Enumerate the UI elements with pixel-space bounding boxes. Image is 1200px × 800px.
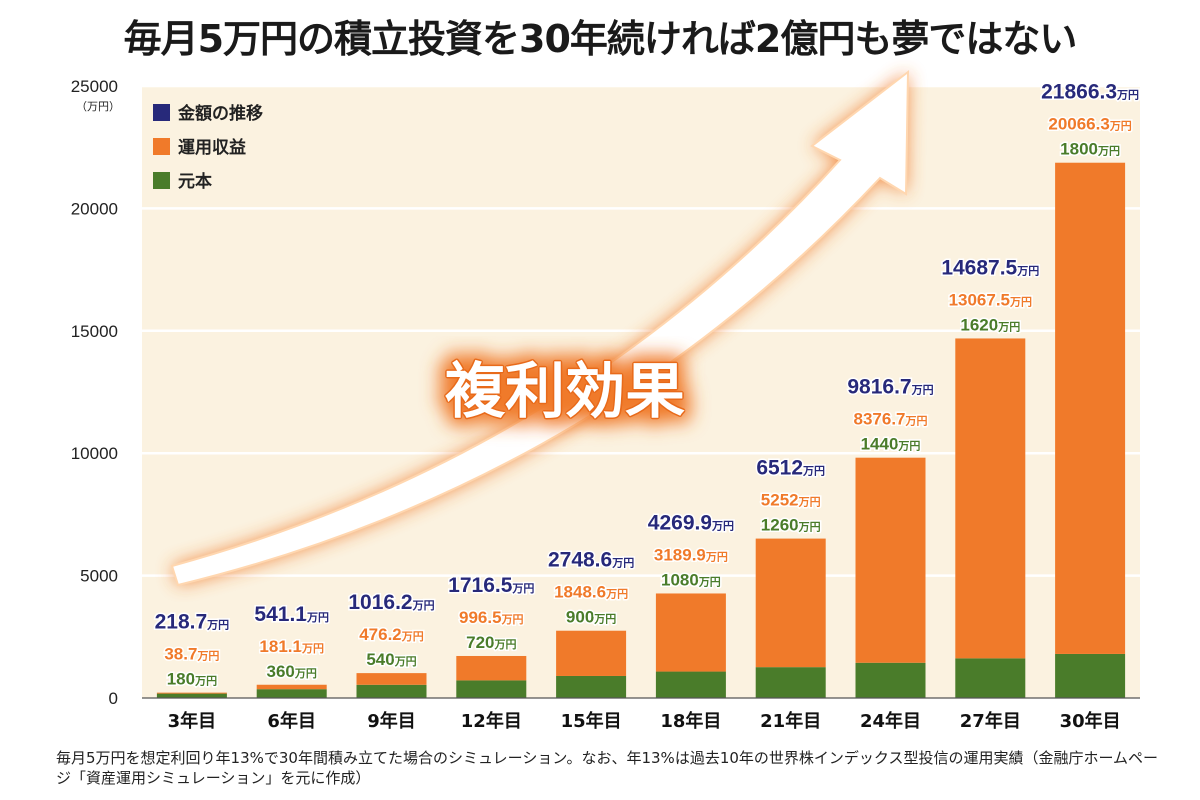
data-label: 1716.5万円 [448,574,534,597]
legend-swatch [153,138,170,155]
data-label: 20066.3万円 [1048,115,1131,134]
data-label: 13067.5万円 [949,290,1032,309]
banner: 複利効果 複利効果 [437,349,693,435]
bar-principal [356,684,427,698]
x-tick-label: 9年目 [367,710,416,732]
x-tick-label: 21年目 [760,710,821,732]
bar-gain [755,538,826,668]
bar-gain [955,338,1026,659]
data-label: 21866.3万円 [1041,81,1139,104]
bar-gain [356,673,427,685]
x-tick-label: 12年目 [461,710,522,732]
data-label: 4269.9万円 [648,511,734,534]
bar-gain [256,684,327,690]
bar-principal [955,658,1026,698]
data-label: 1016.2万円 [348,591,434,614]
legend-entry: 金額の推移 [177,103,263,124]
bar-gain [556,630,627,676]
data-label: 14687.5万円 [941,256,1039,279]
x-tick-label: 27年目 [960,710,1021,732]
footnote: 毎月5万円を想定利回り年13%で30年間積み立てた場合のシミュレーション。なお、… [56,749,1159,787]
y-tick-label: 5000 [80,567,118,586]
data-label: 1800万円 [1060,140,1120,159]
y-axis: 0 5000 10000 15000 20000 25000 （万円） [71,77,1140,708]
bar-principal [755,667,826,698]
x-tick-label: 30年目 [1060,710,1121,732]
data-label: 1848.6万円 [554,583,628,602]
bar-gain [1055,162,1126,654]
chart-title: 毎月5万円の積立投資を30年続ければ2億円も夢ではない [123,17,1078,61]
x-axis: 3年目 6年目 9年目 12年目 15年目 18年目 21年目 24年目 27年目 30年目 [168,710,1121,732]
legend-swatch [153,172,170,189]
bars [156,162,1126,698]
y-axis-unit-label: （万円） [76,100,120,113]
y-tick-label: 20000 [71,199,118,218]
data-label: 900万円 [566,608,616,627]
x-tick-label: 15年目 [561,710,622,732]
x-tick-label: 6年目 [267,710,316,732]
bar-principal [855,662,926,698]
bar-gain [156,692,227,694]
data-label: 1620万円 [960,315,1020,334]
data-label: 6512万円 [756,457,825,480]
banner-text: 複利効果 [445,357,685,427]
data-label: 5252万円 [761,491,821,510]
data-label: 218.7万円 [155,611,230,634]
x-tick-label: 3年目 [168,710,217,732]
data-label: 541.1万円 [254,603,329,626]
legend-entry: 運用収益 [178,137,246,158]
bar-gain [655,593,726,672]
data-label: 1260万円 [761,516,821,535]
data-label: 8376.7万円 [854,410,928,429]
bar-gain [456,655,527,681]
stacked-bar-chart: 180万円 38.7万円 218.7万円 360万円 181.1万円 541.1万円 540… [71,69,1141,732]
data-labels: 180万円 38.7万円 218.7万円 360万円 181.1万円 541.1万円 540… [153,79,1140,690]
data-label: 360万円 [267,662,317,681]
bar-principal [655,671,726,698]
data-label: 2748.6万円 [548,549,634,572]
y-tick-label: 15000 [71,322,118,341]
x-tick-label: 24年目 [860,710,921,732]
legend-swatch [153,104,170,121]
bar-gain [855,457,926,663]
data-label: 9816.7万円 [847,376,933,399]
banner-glow: 複利効果 [445,357,685,427]
x-tick-label: 18年目 [660,710,721,732]
bar-principal [556,675,627,698]
y-tick-label: 10000 [71,444,118,463]
bar-principal [256,689,327,698]
data-label: 476.2万円 [359,625,424,644]
data-label: 180万円 [167,670,217,689]
bar-principal [1055,653,1126,698]
bar-principal [156,693,227,698]
legend-entry: 元本 [178,171,212,192]
bar-principal [456,680,527,698]
data-label: 38.7万円 [164,645,219,664]
data-label: 3189.9万円 [654,545,728,564]
data-label: 181.1万円 [259,637,324,656]
growth-arrow [170,69,910,587]
data-label: 540万円 [366,650,416,669]
data-label: 1440万円 [861,435,921,454]
y-tick-label: 0 [109,689,118,708]
data-label: 720万円 [466,633,516,652]
data-label: 1080万円 [661,570,721,589]
y-tick-label: 25000 [71,77,118,96]
data-label: 996.5万円 [459,608,524,627]
